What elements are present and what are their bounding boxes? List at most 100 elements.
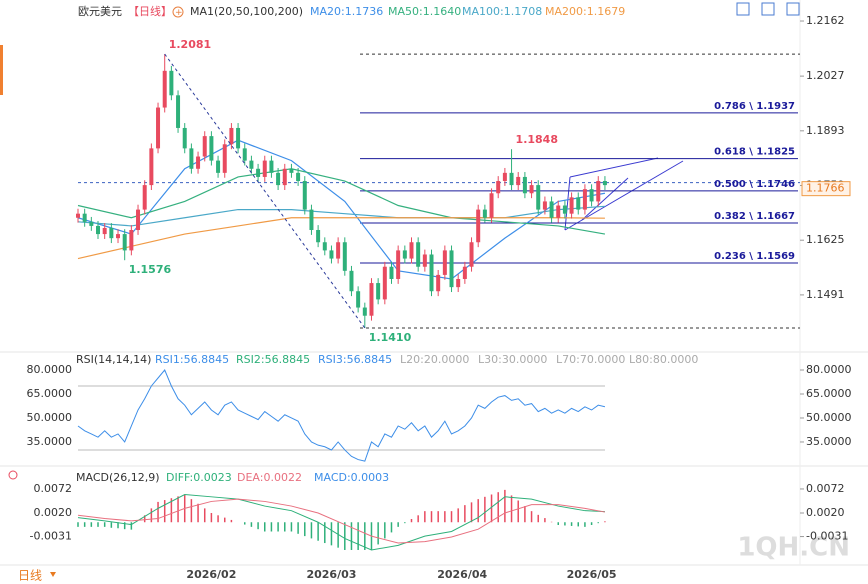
candle-body <box>502 172 507 182</box>
fib-label: 0.618 \ 1.1825 <box>714 147 795 158</box>
candle-body <box>249 160 254 169</box>
candle-body <box>529 185 534 194</box>
candle-body <box>89 221 94 226</box>
candle-body <box>349 270 354 292</box>
fib-label: 0.786 \ 1.1937 <box>714 101 795 112</box>
candle-body <box>556 205 561 218</box>
candle-body <box>162 70 167 108</box>
y-tick-label: 0.0020 <box>34 506 73 519</box>
legend-entry: MA20:1.1736 <box>310 5 383 18</box>
panel-value: RSI2:56.8845 <box>236 353 310 366</box>
candle-body <box>456 278 461 288</box>
toggle-icon-glyph: + <box>175 8 183 18</box>
settings-icon <box>8 470 18 480</box>
candle-body <box>196 156 201 169</box>
candle-body <box>536 185 541 210</box>
candle-body <box>329 250 334 259</box>
y-tick-label: 1.1625 <box>806 233 845 246</box>
candle-body <box>242 148 247 161</box>
zigzag <box>164 53 366 329</box>
candle-body <box>122 234 127 251</box>
tab[interactable]: 日线 <box>18 569 56 583</box>
y-tick-label: 0.0072 <box>806 482 845 495</box>
candle-body <box>369 283 374 316</box>
extreme-label: 1.1576 <box>129 263 172 276</box>
trend-line <box>581 177 629 221</box>
toggle-icon[interactable] <box>172 6 184 18</box>
candle-body <box>396 250 401 279</box>
legend-entry: MA50:1.1640 <box>388 5 461 18</box>
candle-body <box>376 283 381 300</box>
y-tick-label: 0.0072 <box>34 482 73 495</box>
x-tick-label: 2026/05 <box>567 568 617 581</box>
x-tick-label: 2026/04 <box>437 568 487 581</box>
symbol-name: 欧元美元 <box>78 5 122 18</box>
y-tick-label: 35.0000 <box>806 435 852 448</box>
candle-body <box>602 181 607 186</box>
candle-body <box>182 127 187 149</box>
candle-body <box>209 136 214 161</box>
panel-value: MACD:0.0003 <box>314 471 389 484</box>
candle-body <box>316 230 321 243</box>
candle-body <box>589 189 594 202</box>
candle-body <box>296 172 301 182</box>
x-tick-label: 2026/02 <box>186 568 236 581</box>
y-tick-label: -0.0031 <box>30 530 72 543</box>
tool-icon[interactable] <box>761 2 775 16</box>
candle-body <box>289 168 294 173</box>
candle-body <box>129 230 134 251</box>
candle-body <box>582 189 587 210</box>
candle-body <box>516 176 521 186</box>
candle-body <box>562 205 567 214</box>
candle-body <box>596 181 601 202</box>
panel-value: L80:80.0000 <box>629 353 698 366</box>
fib-label: 0.382 \ 1.1667 <box>714 211 795 222</box>
candle-body <box>416 242 421 267</box>
y-tick-label: 80.0000 <box>806 363 852 376</box>
candle-body <box>102 227 107 235</box>
y-tick-label: -0.0031 <box>806 530 848 543</box>
candle-body <box>269 160 274 173</box>
ma-line <box>77 139 606 280</box>
candle-body <box>549 201 554 218</box>
price-box <box>801 181 851 197</box>
candle-body <box>522 176 527 194</box>
tab-arrow <box>50 572 56 577</box>
candle-body <box>116 234 121 239</box>
ma-line <box>77 168 606 235</box>
tool-icon[interactable] <box>786 2 800 16</box>
candle-body <box>149 148 154 186</box>
side-marker <box>0 45 3 95</box>
candle-body <box>569 197 574 214</box>
y-tick-label: 80.0000 <box>27 363 73 376</box>
y-tick-label: 65.0000 <box>806 387 852 400</box>
ma-title: MA1(20,50,100,200) <box>190 5 303 18</box>
extreme-label: 1.1410 <box>369 331 412 344</box>
candle-body <box>136 209 141 230</box>
candle-body <box>142 185 147 210</box>
panel-value: L70:70.0000 <box>556 353 625 366</box>
candle-body <box>409 242 414 259</box>
candle-body <box>449 250 454 288</box>
y-tick-label: 65.0000 <box>27 387 73 400</box>
candle-body <box>389 266 394 279</box>
tool-icon[interactable] <box>736 2 750 16</box>
candle-body <box>402 250 407 259</box>
legend-entry: MA200:1.1679 <box>545 5 625 18</box>
candle-body <box>169 70 174 96</box>
extreme-label: 1.1848 <box>516 133 558 146</box>
tab-label: 日线 <box>18 569 42 583</box>
candle-body <box>309 209 314 230</box>
rsi-line <box>77 369 606 462</box>
candle-body <box>382 266 387 300</box>
panel-value: L20:20.0000 <box>400 353 469 366</box>
candle-body <box>436 274 441 292</box>
trend-line <box>564 176 571 231</box>
candle-body <box>282 168 287 186</box>
candle-body <box>322 242 327 251</box>
panel-value: L30:30.0000 <box>478 353 547 366</box>
panel-value: RSI3:56.8845 <box>318 353 392 366</box>
candle-body <box>96 225 101 235</box>
